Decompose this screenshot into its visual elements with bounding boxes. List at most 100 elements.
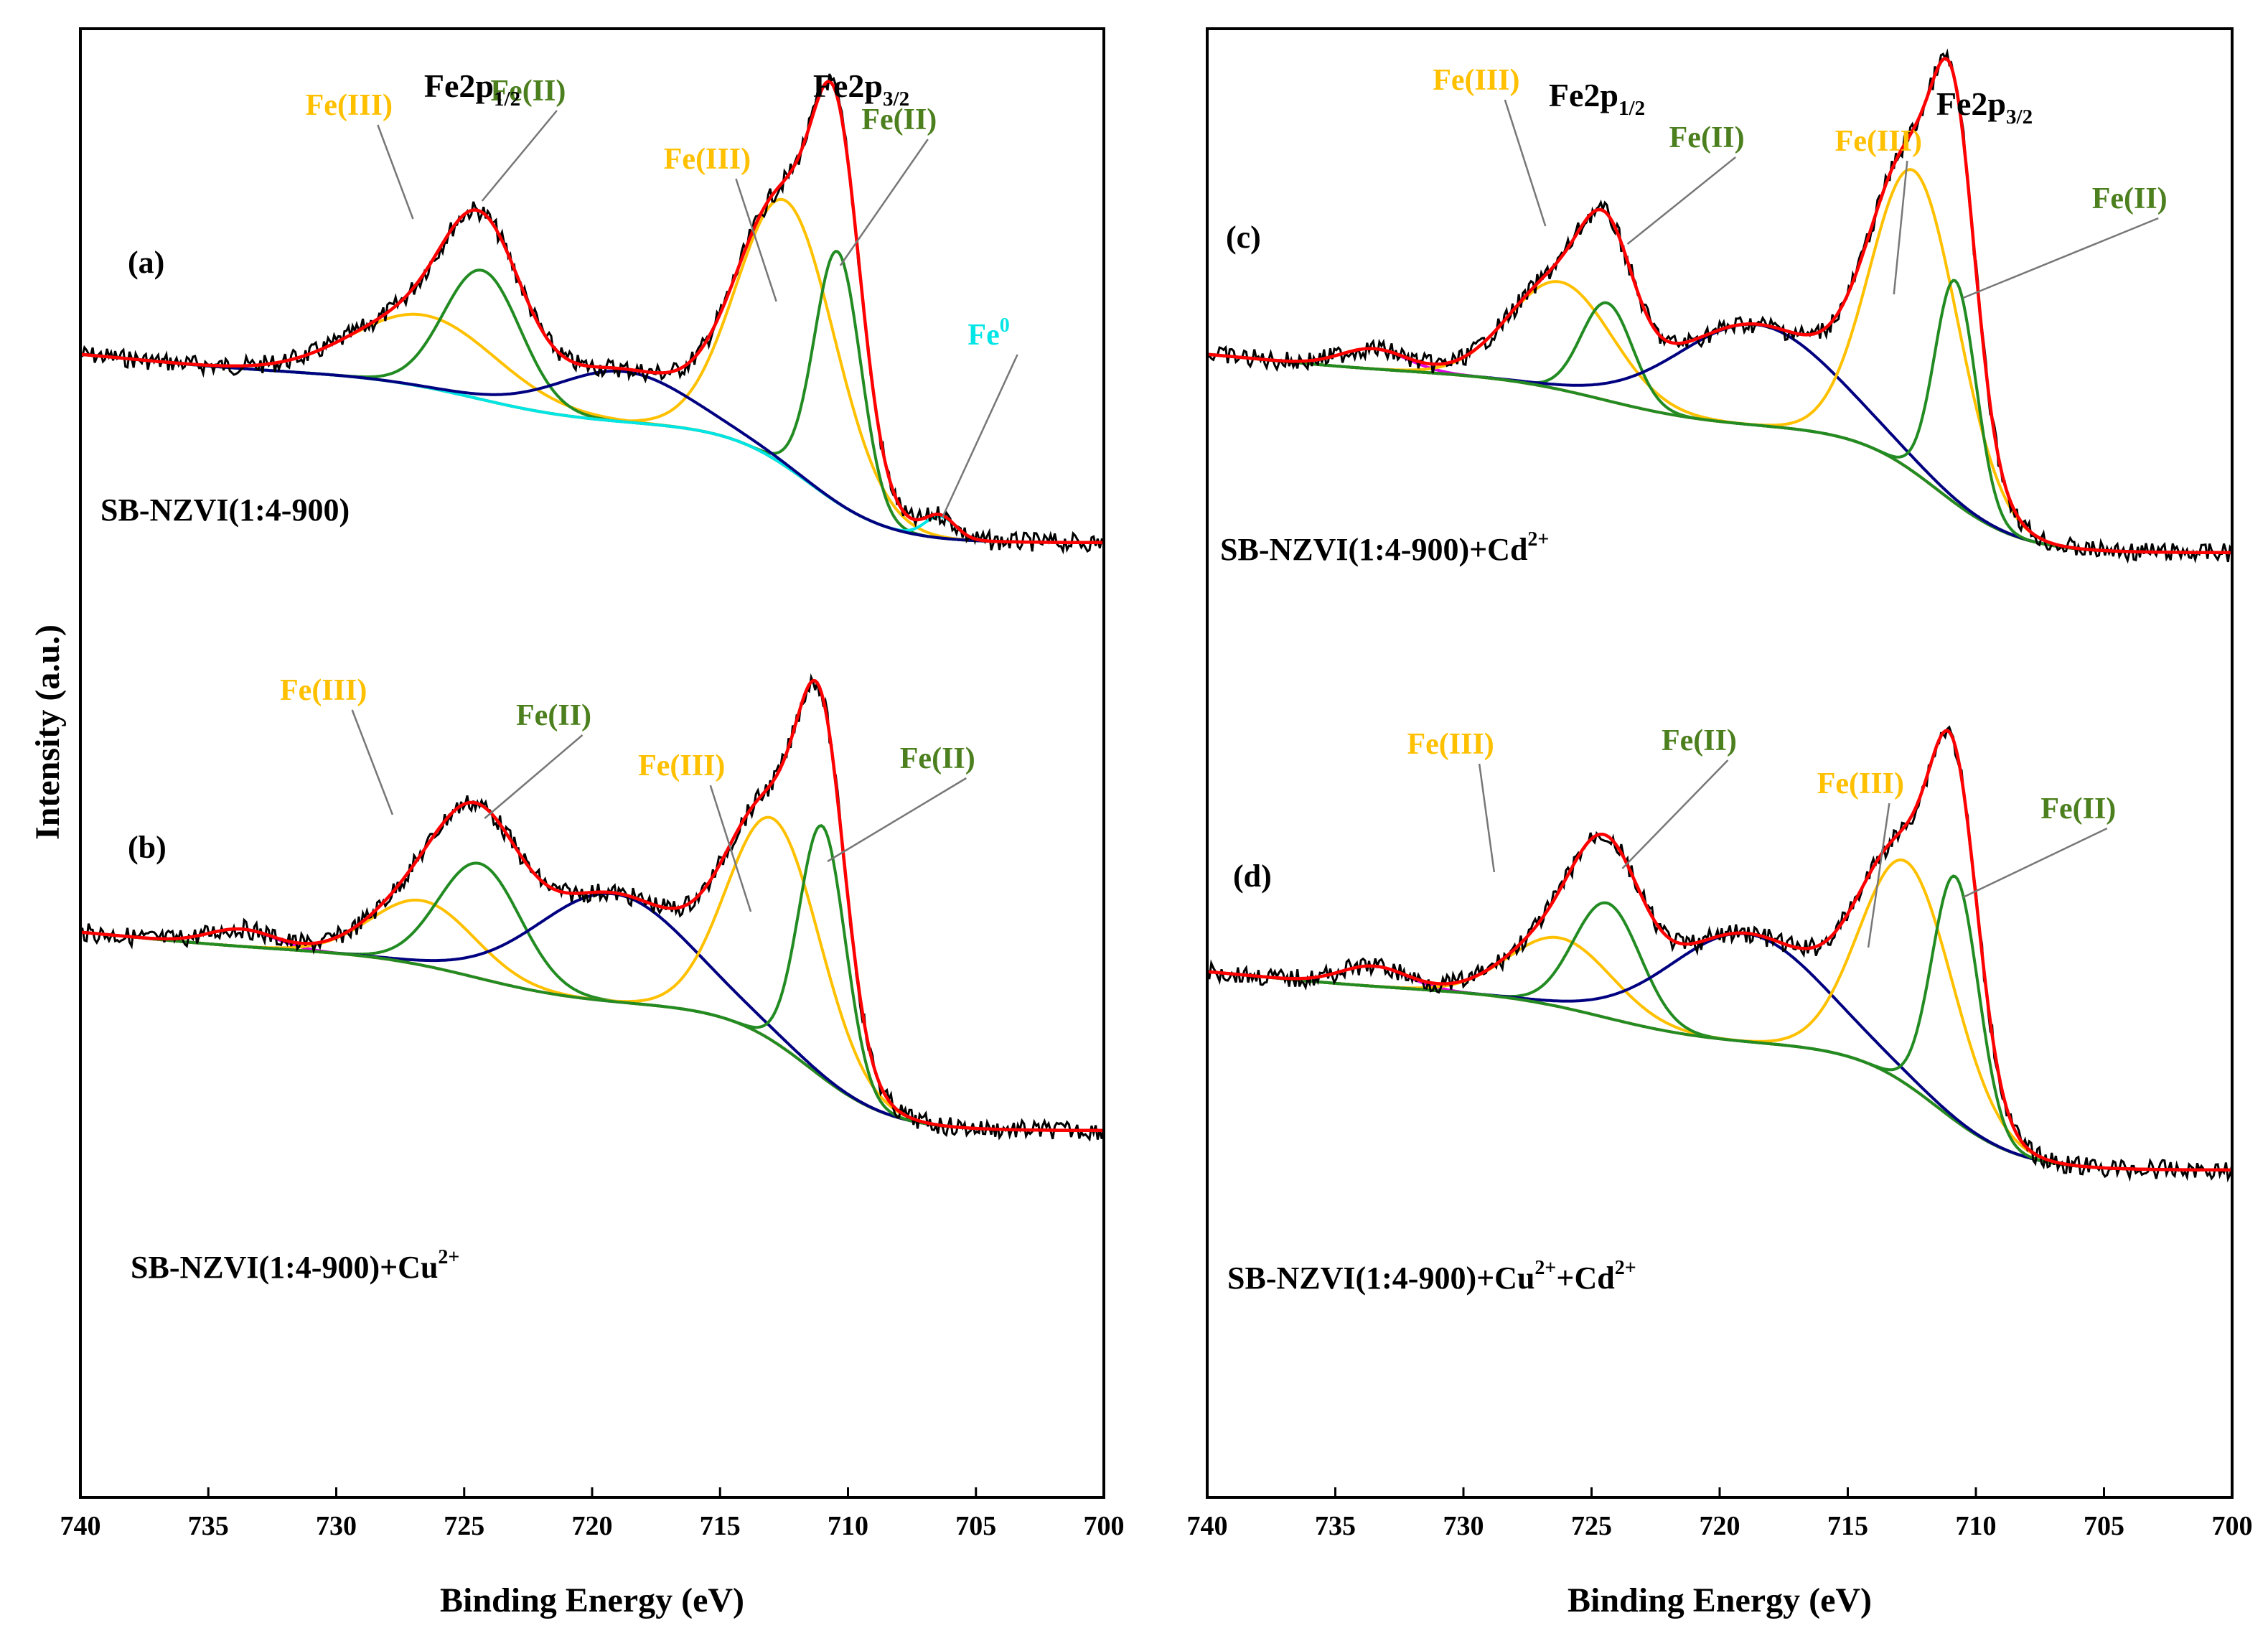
spectrum-c-annotation-1: Fe(II) (1669, 121, 1745, 154)
spectrum-b-leader-1 (484, 734, 584, 819)
right-tick-label-700: 700 (2212, 1511, 2253, 1541)
spectrum-d-annotation-0: Fe(III) (1407, 728, 1494, 761)
spectrum-d-annotation-1-text: Fe(II) (1662, 724, 1737, 757)
right-tick-label-715: 715 (1827, 1511, 1868, 1541)
spectrum-a-leader-4 (942, 354, 1018, 518)
spectrum-d-annotation-2: Fe(III) (1817, 767, 1904, 800)
spectrum-b-annotation-1-text: Fe(II) (516, 699, 591, 732)
sample-label-d: SB-NZVI(1:4-900)+Cu2++Cd2+ (1227, 1257, 1636, 1296)
spectrum-d-annotation-2-text: Fe(III) (1817, 767, 1904, 800)
spectrum-a-annotation-0: Fe(III) (306, 89, 393, 122)
left-tick-label-735: 735 (188, 1511, 229, 1541)
left-tick-label-740: 740 (60, 1511, 101, 1541)
spectrum-b-annotation-2: Fe(III) (638, 749, 725, 782)
left-tick-label-710: 710 (828, 1511, 868, 1541)
spectrum-b-leader-0 (351, 709, 394, 815)
spectrum-c-leader-1 (1626, 156, 1736, 245)
spectrum-b-annotation-0: Fe(III) (280, 674, 367, 707)
spectrum-a-leader-2 (735, 178, 777, 302)
sample-label-a: SB-NZVI(1:4-900) (100, 492, 350, 528)
spectrum-a-leader-3 (839, 139, 929, 266)
left-header-fe2p32-main: Fe2p (813, 67, 883, 104)
left-tick-label-700: 700 (1084, 1511, 1125, 1541)
spectrum-a-annotation-3-text: Fe(II) (861, 103, 937, 136)
left-header-fe2p12-sub: 1/2 (494, 88, 520, 111)
sample-label-b-sup: 2+ (438, 1246, 459, 1268)
left-tick-label-725: 725 (444, 1511, 484, 1541)
left-chart: Fe(III) Fe(II) Fe(III) Fe(II) Fe0 Fe(III) Fe(I… (29, 27, 1125, 1619)
right-header-fe2p12-main: Fe2p (1549, 77, 1618, 113)
left-spectra: Fe(III) Fe(II) Fe(III) Fe(II) Fe0 Fe(III) Fe(I… (80, 73, 1105, 1142)
sample-label-d-sup2: 2+ (1615, 1257, 1636, 1279)
left-header-fe2p12-main: Fe2p (424, 67, 494, 104)
spectrum-a-annotation-4-text: Fe (967, 319, 999, 352)
spectrum-d-leader-0 (1478, 763, 1496, 873)
panel-label-c: (c) (1226, 220, 1261, 255)
spectrum-a-component-5 (80, 352, 1104, 544)
spectrum-c-annotation-3-text: Fe(II) (2092, 182, 2168, 215)
left-header-fe2p32: Fe2p3/2 (813, 67, 909, 111)
spectrum-d-fit-envelope (1206, 729, 2232, 1172)
panel-label-a: (a) (128, 245, 164, 280)
right-tick-label-735: 735 (1315, 1511, 1356, 1541)
right-tick-label-730: 730 (1443, 1511, 1484, 1541)
spectrum-a-annotation-4: Fe0 (967, 314, 1009, 352)
spectrum-b-annotation-0-text: Fe(III) (280, 674, 367, 707)
right-tick-label-720: 720 (1700, 1511, 1740, 1541)
spectrum-a-annotation-3: Fe(II) (861, 103, 937, 136)
left-x-ticks: 740 735 730 725 720 715 710 705 700 (60, 1487, 1125, 1541)
spectrum-b-annotation-2-text: Fe(III) (638, 749, 725, 782)
spectrum-b-annotation-3: Fe(II) (900, 742, 975, 775)
spectrum-c-fit-envelope (1206, 56, 2232, 555)
right-tick-label-710: 710 (1956, 1511, 1997, 1541)
spectrum-d-leader-3 (1962, 827, 2108, 899)
spectrum-d-annotation-3: Fe(II) (2040, 792, 2116, 826)
right-x-axis-title: Binding Energy (eV) (1568, 1581, 1872, 1619)
spectrum-a-raw-data (80, 73, 1105, 555)
spectrum-d-annotation-1: Fe(II) (1662, 724, 1737, 757)
right-chart: Fe(III) Fe(II) Fe(III) Fe(II) Fe(III) Fe(II) F… (1187, 27, 2253, 1619)
spectrum-a-leader-0 (377, 124, 414, 220)
sample-label-c-sup: 2+ (1527, 528, 1549, 551)
right-header-fe2p12-sub: 1/2 (1618, 97, 1645, 120)
left-tick-label-730: 730 (316, 1511, 357, 1541)
left-tick-label-715: 715 (700, 1511, 741, 1541)
spectrum-d-leader-1 (1621, 759, 1729, 869)
spectrum-c-annotation-2: Fe(III) (1835, 125, 1922, 158)
spectrum-d-annotation-3-text: Fe(II) (2040, 792, 2116, 826)
spectrum-a-leader-1 (481, 110, 558, 202)
right-tick-label-705: 705 (2084, 1511, 2124, 1541)
sample-label-c: SB-NZVI(1:4-900)+Cd2+ (1220, 528, 1549, 567)
spectrum-a-annotation-0-text: Fe(III) (306, 89, 393, 122)
spectrum-c-leader-2 (1893, 160, 1908, 295)
spectrum-a-annotation-2: Fe(III) (664, 143, 751, 176)
spectrum-d-leader-2 (1867, 803, 1890, 948)
sample-label-d-main: SB-NZVI(1:4-900)+Cu (1227, 1261, 1534, 1296)
spectrum-b-fit-envelope (80, 678, 1104, 1133)
panel-label-b: (b) (128, 830, 167, 865)
sample-label-d-main2: +Cd (1556, 1261, 1614, 1296)
right-header-fe2p32-sub: 3/2 (2006, 106, 2033, 128)
spectrum-c-annotation-2-text: Fe(III) (1835, 125, 1922, 158)
spectrum-c-annotation-3: Fe(II) (2092, 182, 2168, 215)
left-x-axis-title: Binding Energy (eV) (440, 1581, 744, 1619)
sample-label-c-main: SB-NZVI(1:4-900)+Cd (1220, 532, 1527, 567)
spectrum-a-annotation-4-sup: 0 (1000, 314, 1010, 337)
left-header-fe2p32-sub: 3/2 (883, 88, 909, 111)
panel-label-d: (d) (1233, 859, 1272, 894)
sample-label-b: SB-NZVI(1:4-900)+Cu2+ (131, 1246, 459, 1285)
spectrum-b-leader-3 (827, 777, 967, 863)
left-tick-label-720: 720 (572, 1511, 613, 1541)
spectrum-c-annotation-1-text: Fe(II) (1669, 121, 1745, 154)
spectrum-c-annotation-0-text: Fe(III) (1433, 64, 1519, 97)
spectrum-b-annotation-3-text: Fe(II) (900, 742, 975, 775)
spectrum-d-annotation-0-text: Fe(III) (1407, 728, 1494, 761)
right-header-fe2p32-main: Fe2p (1936, 85, 2006, 122)
left-header-fe2p12: Fe2p1/2 (424, 67, 520, 111)
spectrum-c-leader-3 (1962, 217, 2159, 299)
spectrum-b-annotation-1: Fe(II) (516, 699, 591, 732)
spectrum-b-leader-2 (709, 785, 752, 912)
right-spectra: Fe(III) Fe(II) Fe(III) Fe(II) Fe(III) Fe(II) F… (1206, 48, 2234, 1183)
right-header-fe2p32: Fe2p3/2 (1936, 85, 2033, 128)
